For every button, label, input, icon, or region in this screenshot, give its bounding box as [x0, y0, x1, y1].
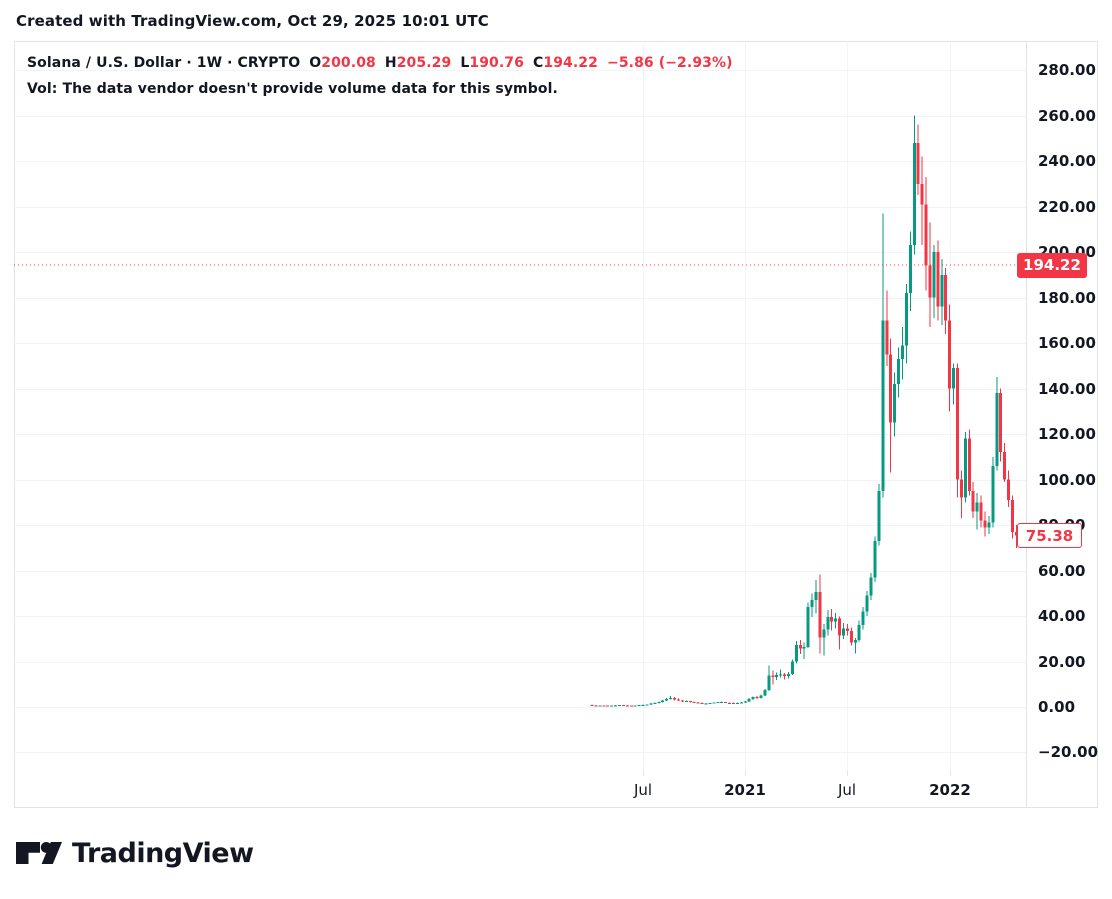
- last-close-price-badge: 75.38: [1017, 523, 1082, 549]
- price-axis-label: 180.00: [1038, 288, 1096, 307]
- price-axis-label: 240.00: [1038, 152, 1096, 171]
- price-axis-label: 100.00: [1038, 470, 1096, 489]
- high-key: H: [384, 55, 397, 71]
- price-axis-label: 160.00: [1038, 334, 1096, 353]
- tradingview-logo-icon: [16, 842, 62, 864]
- time-axis-label: 2021: [724, 781, 766, 799]
- close-key: C: [532, 55, 544, 71]
- time-axis-label: 2022: [929, 781, 971, 799]
- tradingview-logo-text: TradingView: [72, 838, 254, 869]
- price-axis-label: 120.00: [1038, 425, 1096, 444]
- candlestick-chart[interactable]: [14, 41, 1026, 808]
- price-axis-label: 0.00: [1038, 698, 1076, 716]
- change-value: −5.86 (−2.93%): [606, 55, 733, 71]
- high-value: 205.29: [396, 55, 452, 71]
- volume-note: Vol: The data vendor doesn't provide vol…: [27, 81, 558, 97]
- price-axis-label: 20.00: [1038, 652, 1086, 671]
- vertical-gridlines: [643, 41, 951, 776]
- close-value: 194.22: [543, 55, 598, 71]
- chart-pane-border: [14, 41, 1098, 808]
- symbol-title: Solana / U.S. Dollar · 1W · CRYPTO: [27, 55, 301, 71]
- low-key: L: [460, 55, 470, 71]
- time-axis-label: Jul: [633, 781, 653, 799]
- price-axis-label: 260.00: [1038, 106, 1096, 125]
- tradingview-logo[interactable]: TradingView: [16, 838, 254, 869]
- horizontal-gridlines: [14, 70, 1026, 753]
- price-axis-label: 140.00: [1038, 379, 1096, 398]
- attribution-text: Created with TradingView.com, Oct 29, 20…: [16, 12, 489, 30]
- open-key: O: [309, 55, 322, 71]
- price-axis-separator: [1026, 41, 1027, 808]
- candles: [590, 115, 1018, 707]
- price-axis-label: 220.00: [1038, 197, 1096, 216]
- price-axis-label: 60.00: [1038, 561, 1086, 580]
- open-value: 200.08: [321, 55, 376, 71]
- price-axis-label: −20.00: [1038, 743, 1099, 762]
- price-axis-label: 40.00: [1038, 607, 1086, 625]
- price-axis-label: 280.00: [1038, 61, 1096, 80]
- current-price-badge: 194.22: [1017, 252, 1087, 278]
- symbol-legend: Solana / U.S. Dollar · 1W · CRYPTO O200.0…: [27, 55, 733, 71]
- low-value: 190.76: [469, 55, 524, 71]
- time-axis-label: Jul: [837, 781, 857, 799]
